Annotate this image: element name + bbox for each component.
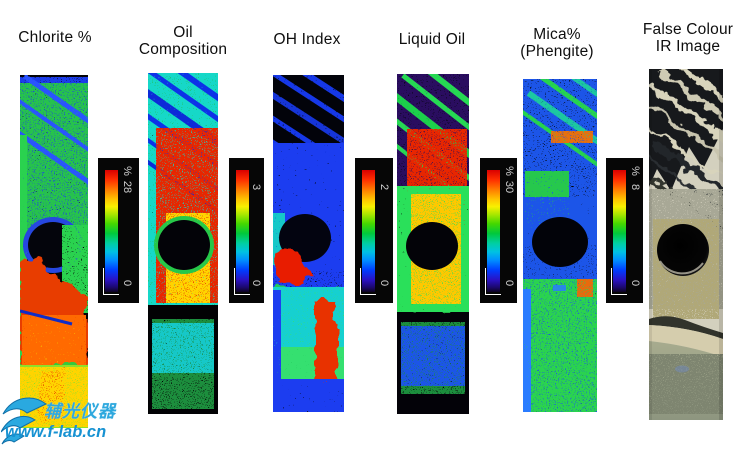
panel-title-mica: Mica% (Phengite) xyxy=(520,26,594,60)
panel-title-false-colour-ir: False Colour IR Image xyxy=(642,21,734,55)
colorbar-axis-tick xyxy=(360,268,376,295)
colorbar-max-label: 2 xyxy=(378,183,390,191)
colorbar-min-label: 0 xyxy=(378,279,390,287)
colorbar-max-label: 28 xyxy=(121,180,133,194)
strip-liquid-oil-map xyxy=(397,74,469,414)
strip-oh-index-map xyxy=(273,75,344,412)
colorbar-min-label: 0 xyxy=(121,279,133,287)
colorbar-unit-label: % xyxy=(503,166,515,176)
strip-mica-map xyxy=(523,79,597,412)
f-lab-logo-icon xyxy=(1,397,47,445)
colorbar-axis-tick xyxy=(611,268,627,295)
panel-title-chlorite: Chlorite % xyxy=(18,29,92,46)
colorbar-oil-composition: 3 0 xyxy=(229,158,264,303)
colorbar-min-label: 0 xyxy=(629,279,641,287)
strip-oil-composition-map xyxy=(148,73,218,414)
colorbar-max-label: 3 xyxy=(250,183,262,191)
panel-title-liquid-oil: Liquid Oil xyxy=(398,31,466,48)
panel-title-oh-index: OH Index xyxy=(273,31,341,48)
colorbar-gradient xyxy=(236,170,249,292)
colorbar-min-label: 0 xyxy=(503,279,515,287)
colorbar-mica: % 8 0 xyxy=(606,158,643,303)
colorbar-max-label: 8 xyxy=(629,183,641,191)
colorbar-unit-label: % xyxy=(629,166,641,176)
colorbar-oh-index: 2 0 xyxy=(355,158,393,303)
colorbar-max-label: 30 xyxy=(503,180,515,194)
watermark-url-text: www.f-lab.cn xyxy=(5,423,107,441)
strip-false-colour-ir-image xyxy=(649,69,723,420)
panel-title-oil-composition: Oil Composition xyxy=(138,24,228,58)
colorbar-min-label: 0 xyxy=(250,279,262,287)
colorbar-gradient xyxy=(362,170,375,292)
strip-chlorite-map xyxy=(20,75,88,428)
colorbar-axis-tick xyxy=(485,268,501,295)
colorbar-unit-label: % xyxy=(121,166,133,176)
watermark-brand-text: 辅光仪器 xyxy=(44,402,116,421)
colorbar-axis-tick xyxy=(103,268,119,295)
colorbar-chlorite: % 28 0 xyxy=(98,158,139,303)
colorbar-gradient xyxy=(613,170,626,292)
colorbar-gradient xyxy=(487,170,500,292)
colorbar-liquid-oil: % 30 0 xyxy=(480,158,517,303)
colorbar-gradient xyxy=(105,170,118,292)
colorbar-axis-tick xyxy=(234,268,250,295)
